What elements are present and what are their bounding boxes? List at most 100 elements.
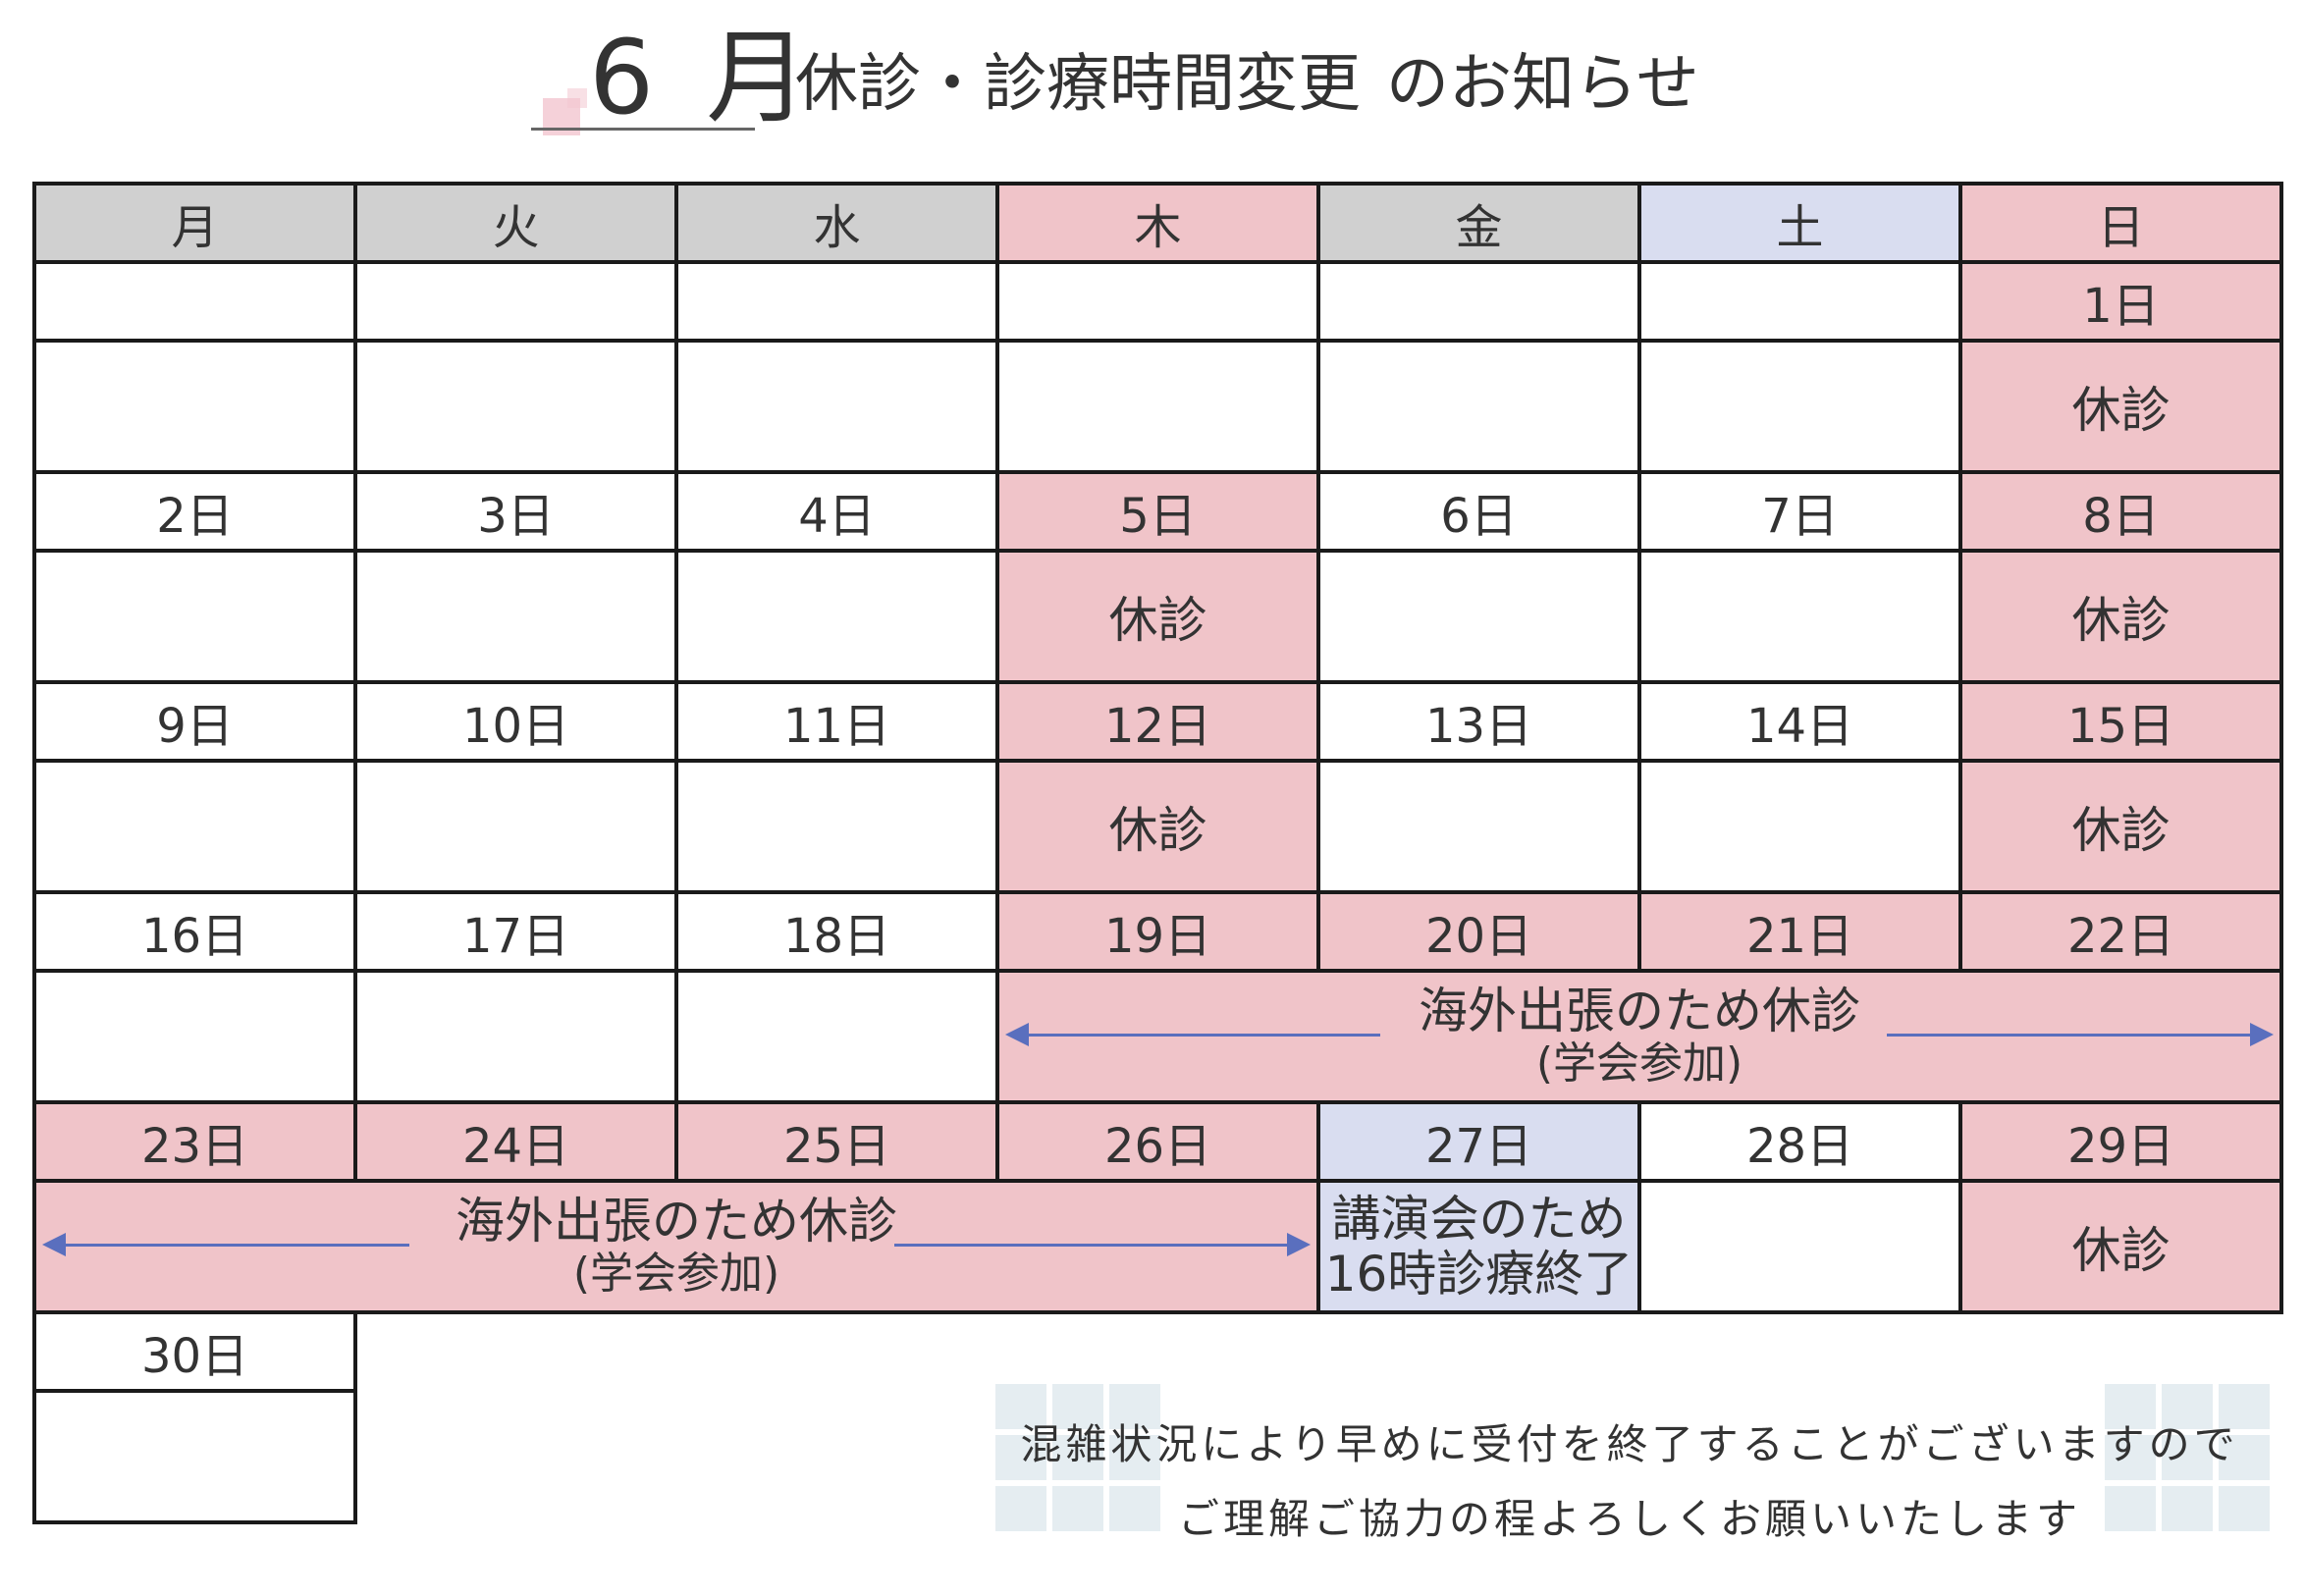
weekday-fri: 金 (1316, 182, 1641, 264)
decor-square (567, 88, 587, 108)
weekday-mon: 月 (32, 182, 357, 264)
arrow-left-line (1005, 1023, 1380, 1046)
content-cell (1316, 339, 1641, 474)
date-cell: 27日 (1316, 1100, 1641, 1183)
title-main: 休診・診療時間変更 (795, 48, 1361, 121)
closed-span-cell: 海外出張のため休診 (学会参加) (32, 1179, 1320, 1314)
lecture-line-1: 講演会のため (1331, 1191, 1627, 1248)
arrow-left-icon (42, 1233, 66, 1256)
arrow-right-line (1887, 1023, 2274, 1046)
weekday-thu: 木 (995, 182, 1320, 264)
content-row: 休診 休診 (32, 759, 2283, 894)
span-reason: 海外出張のため休診 (456, 1193, 897, 1250)
date-cell: 10日 (353, 680, 678, 763)
date-cell: 22日 (1958, 890, 2283, 973)
date-row: 1日 (32, 260, 2283, 343)
date-row: 2日 3日 4日 5日 6日 7日 8日 (32, 470, 2283, 553)
date-cell: 25日 (674, 1100, 999, 1183)
content-cell (32, 1389, 357, 1524)
month-label: 6 月 (589, 18, 819, 137)
decor-tiles-right (2105, 1384, 2270, 1531)
date-cell: 23日 (32, 1100, 357, 1183)
content-cell (674, 969, 999, 1104)
closed-cell: 休診 (1958, 549, 2283, 684)
closed-cell: 休診 (1958, 1179, 2283, 1314)
date-row: 23日 24日 25日 26日 27日 28日 29日 (32, 1100, 2283, 1183)
date-cell: 12日 (995, 680, 1320, 763)
content-cell (1637, 339, 1962, 474)
date-cell: 30日 (32, 1310, 357, 1393)
date-cell: 29日 (1958, 1100, 2283, 1183)
date-cell: 15日 (1958, 680, 2283, 763)
weekday-wed: 水 (674, 182, 999, 264)
content-cell (674, 339, 999, 474)
date-cell (995, 260, 1320, 343)
month-underline (531, 128, 755, 131)
span-detail: (学会参加) (572, 1249, 780, 1299)
content-cell (32, 759, 357, 894)
span-detail: (学会参加) (1535, 1038, 1743, 1089)
calendar-table: 月 火 水 木 金 土 日 1日 休診 (32, 182, 2283, 1524)
date-cell: 17日 (353, 890, 678, 973)
notice-area: 混雑状況により早めに受付を終了することがございますので ご理解ご協力の程よろしく… (992, 1384, 2270, 1551)
weekday-sat: 土 (1637, 182, 1962, 264)
content-cell (674, 549, 999, 684)
title-area: 6 月 休診・診療時間変更 のお知らせ (0, 14, 2305, 141)
page-title: 休診・診療時間変更 のお知らせ (795, 45, 1699, 124)
date-cell: 19日 (995, 890, 1320, 973)
date-cell: 21日 (1637, 890, 1962, 973)
closed-span-cell: 海外出張のため休診 (学会参加) (995, 969, 2283, 1104)
date-cell: 8日 (1958, 470, 2283, 553)
date-cell (353, 260, 678, 343)
content-cell (353, 969, 678, 1104)
date-row: 9日 10日 11日 12日 13日 14日 15日 (32, 680, 2283, 763)
date-cell: 16日 (32, 890, 357, 973)
date-cell: 20日 (1316, 890, 1641, 973)
arrow-left-line (42, 1233, 409, 1256)
content-cell (353, 549, 678, 684)
date-cell: 24日 (353, 1100, 678, 1183)
notice-line-1: 混雑状況により早めに受付を終了することがございますので (1020, 1420, 2239, 1468)
content-row: 休診 休診 (32, 549, 2283, 684)
content-row: 休診 (32, 339, 2283, 474)
date-cell: 5日 (995, 470, 1320, 553)
date-cell: 1日 (1958, 260, 2283, 343)
date-cell: 11日 (674, 680, 999, 763)
date-cell: 7日 (1637, 470, 1962, 553)
content-row (32, 1389, 2281, 1524)
closed-cell: 休診 (1958, 339, 2283, 474)
date-cell: 3日 (353, 470, 678, 553)
content-row: 海外出張のため休診 (学会参加) 講演会のため 16時診療終了 休診 (32, 1179, 2283, 1314)
date-cell: 9日 (32, 680, 357, 763)
date-cell: 18日 (674, 890, 999, 973)
date-cell: 4日 (674, 470, 999, 553)
content-cell (1637, 1179, 1962, 1314)
decor-tiles-left (995, 1384, 1160, 1531)
date-cell: 26日 (995, 1100, 1320, 1183)
date-cell: 14日 (1637, 680, 1962, 763)
content-cell (353, 759, 678, 894)
closed-cell: 休診 (1958, 759, 2283, 894)
date-cell (1637, 260, 1962, 343)
arrow-right-icon (2250, 1023, 2274, 1046)
closed-cell: 休診 (995, 759, 1320, 894)
date-cell: 6日 (1316, 470, 1641, 553)
content-cell (1316, 549, 1641, 684)
date-cell (674, 260, 999, 343)
content-cell (1637, 759, 1962, 894)
closed-span: 海外出張のため休診 (学会参加) (999, 973, 2279, 1100)
weekday-tue: 火 (353, 182, 678, 264)
notice-line-2: ご理解ご協力の程よろしくお願いいたします (1177, 1495, 2081, 1543)
content-cell (353, 339, 678, 474)
closed-cell: 休診 (995, 549, 1320, 684)
date-row: 30日 (32, 1310, 2281, 1393)
content-cell (995, 339, 1320, 474)
lecture-line-2: 16時診療終了 (1324, 1246, 1634, 1303)
date-cell (1316, 260, 1641, 343)
title-sub: のお知らせ (1386, 48, 1699, 121)
date-cell (32, 260, 357, 343)
weekday-header-row: 月 火 水 木 金 土 日 (32, 182, 2283, 264)
blank-area (353, 1310, 2281, 1391)
arrow-left-icon (1005, 1023, 1029, 1046)
content-cell (32, 339, 357, 474)
